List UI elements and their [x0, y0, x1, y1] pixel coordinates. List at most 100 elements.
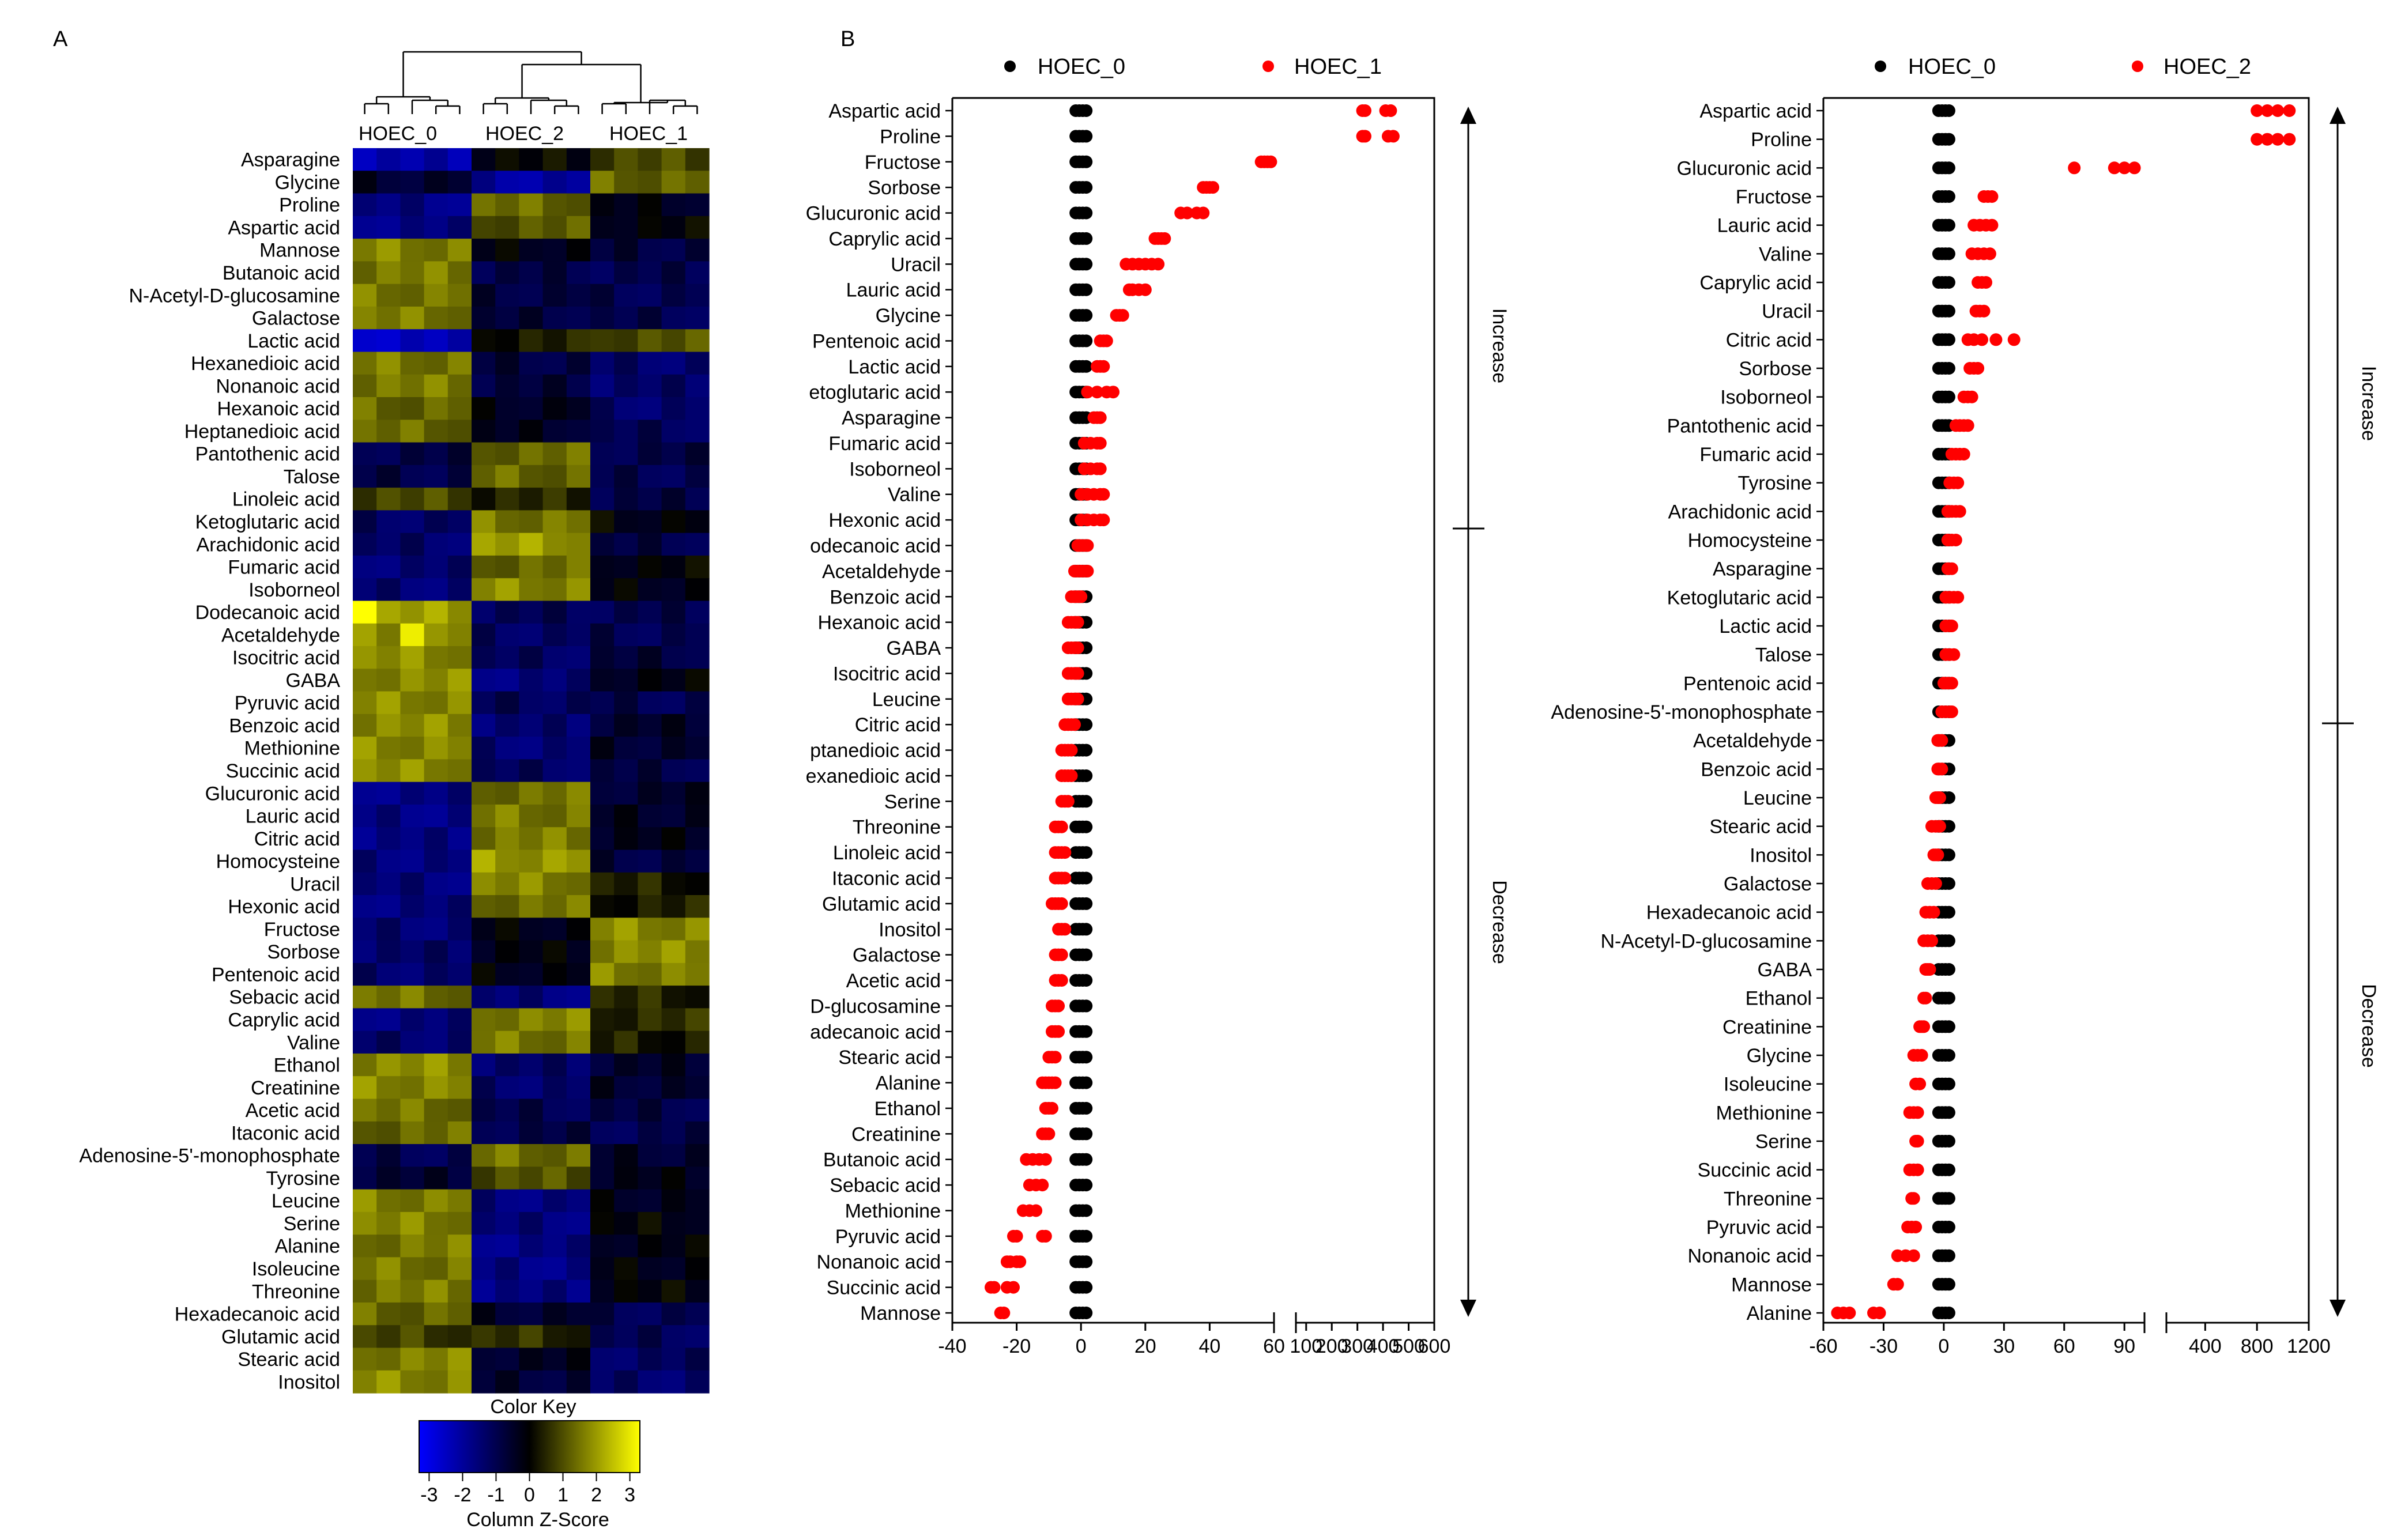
heatmap-cell	[447, 782, 472, 805]
heatmap-row-label: Pantothenic acid	[195, 443, 340, 465]
heatmap-cell	[424, 804, 448, 828]
heatmap-cell	[638, 1257, 662, 1281]
heatmap-cell	[519, 940, 544, 964]
cmp-point	[1927, 905, 1940, 919]
heatmap-row-label: Ethanol	[274, 1055, 340, 1077]
heatmap-cell	[638, 329, 662, 353]
ref-point	[1080, 309, 1093, 322]
heatmap-cell	[638, 1235, 662, 1258]
heatmap-cell	[495, 420, 519, 443]
heatmap-row-label: Tyrosine	[266, 1168, 341, 1190]
heatmap-cell	[400, 1099, 425, 1122]
cmp-point	[1985, 190, 1999, 203]
heatmap-cell	[519, 1121, 544, 1145]
heatmap-cell	[447, 850, 472, 873]
heatmap-cell	[519, 962, 544, 986]
category-label: adecanoic acid	[810, 1021, 941, 1043]
cmp-point	[1055, 948, 1068, 961]
category-label: Hexonic acid	[828, 509, 941, 531]
heatmap-cell	[353, 216, 377, 239]
heatmap-cell	[447, 1008, 472, 1032]
heatmap-cell	[424, 239, 448, 262]
category-label: Glycine	[1747, 1045, 1812, 1067]
ref-point	[1080, 130, 1093, 143]
heatmap-cell	[353, 872, 377, 896]
heatmap-cell	[566, 1325, 591, 1349]
heatmap-row-label: Adenosine-5'-monophosphate	[79, 1145, 340, 1167]
heatmap-cell	[685, 442, 710, 466]
category-label: etoglutaric acid	[809, 382, 941, 403]
heatmap-cell	[447, 1031, 472, 1054]
heatmap-cell	[447, 578, 472, 602]
heatmap-cell	[614, 148, 638, 171]
heatmap-cell	[685, 1302, 710, 1326]
heatmap-cell	[542, 555, 567, 579]
heatmap-cell	[495, 782, 519, 805]
ref-point	[1942, 1135, 1955, 1148]
heatmap-cell	[661, 1211, 686, 1235]
heatmap-cell	[614, 646, 638, 669]
heatmap-cell	[424, 737, 448, 760]
cmp-point	[1931, 848, 1944, 862]
legend-ref-marker-c	[1875, 61, 1886, 72]
heatmap-cell	[685, 1235, 710, 1258]
cmp-point	[1071, 641, 1084, 654]
ref-point	[1080, 360, 1093, 373]
heatmap-cell	[590, 918, 615, 941]
ref-point	[1080, 155, 1093, 168]
heatmap-cell	[566, 646, 591, 669]
category-label: Galactose	[1724, 873, 1812, 895]
ref-point	[1080, 1307, 1093, 1319]
heatmap-cell	[661, 759, 686, 783]
heatmap-cell	[447, 533, 472, 556]
heatmap-cell	[661, 1167, 686, 1190]
cmp-point	[2128, 161, 2141, 175]
heatmap-cell	[661, 1076, 686, 1100]
heatmap-cell	[400, 533, 425, 556]
heatmap-cell	[566, 465, 591, 488]
heatmap-cell	[447, 374, 472, 398]
heatmap-cell	[424, 669, 448, 692]
heatmap-cell	[495, 646, 519, 669]
category-label: Glucuronic acid	[806, 203, 941, 225]
heatmap-cell	[400, 1008, 425, 1032]
heatmap-cell	[495, 329, 519, 353]
heatmap-cell	[685, 420, 710, 443]
cmp-point	[1384, 104, 1397, 117]
heatmap-cell	[614, 940, 638, 964]
heatmap-cell	[685, 261, 710, 285]
group-label-hoec0: HOEC_0	[359, 123, 437, 145]
heatmap-cell	[495, 962, 519, 986]
scatter-plot-c: -60 -30 0 30 60 90 400 800 1200 Aspartic acid Prol…	[1551, 97, 2331, 1357]
heatmap-cell	[590, 782, 615, 805]
heatmap-cell	[353, 986, 377, 1009]
heatmap-cell	[542, 261, 567, 285]
color-key-tick-label: 1	[557, 1484, 568, 1506]
cmp-point	[1985, 218, 1999, 232]
heatmap-cell	[376, 737, 401, 760]
heatmap-cell	[661, 962, 686, 986]
heatmap-cell	[376, 533, 401, 556]
category-label: GABA	[1758, 959, 1812, 981]
heatmap-cell	[590, 1257, 615, 1281]
heatmap-cell	[566, 714, 591, 737]
heatmap-cell	[661, 306, 686, 330]
category-label: Itaconic acid	[832, 867, 941, 889]
heatmap-cell	[519, 1370, 544, 1394]
heatmap-cell	[400, 239, 425, 262]
cmp-point	[1116, 309, 1129, 322]
heatmap-cell	[353, 1031, 377, 1054]
heatmap-cell	[614, 261, 638, 285]
heatmap-cell	[447, 1279, 472, 1303]
cmp-point	[1049, 1051, 1062, 1064]
heatmap-row-label: Fructose	[264, 919, 340, 941]
heatmap-cell	[661, 1279, 686, 1303]
heatmap-cell	[685, 306, 710, 330]
heatmap-cell	[566, 1144, 591, 1167]
category-label: ptanedioic acid	[810, 740, 941, 762]
heatmap-cell	[685, 329, 710, 353]
heatmap-cell	[614, 1144, 638, 1167]
heatmap-cell	[661, 1302, 686, 1326]
heatmap-cell	[566, 284, 591, 307]
heatmap-cell	[519, 1008, 544, 1032]
